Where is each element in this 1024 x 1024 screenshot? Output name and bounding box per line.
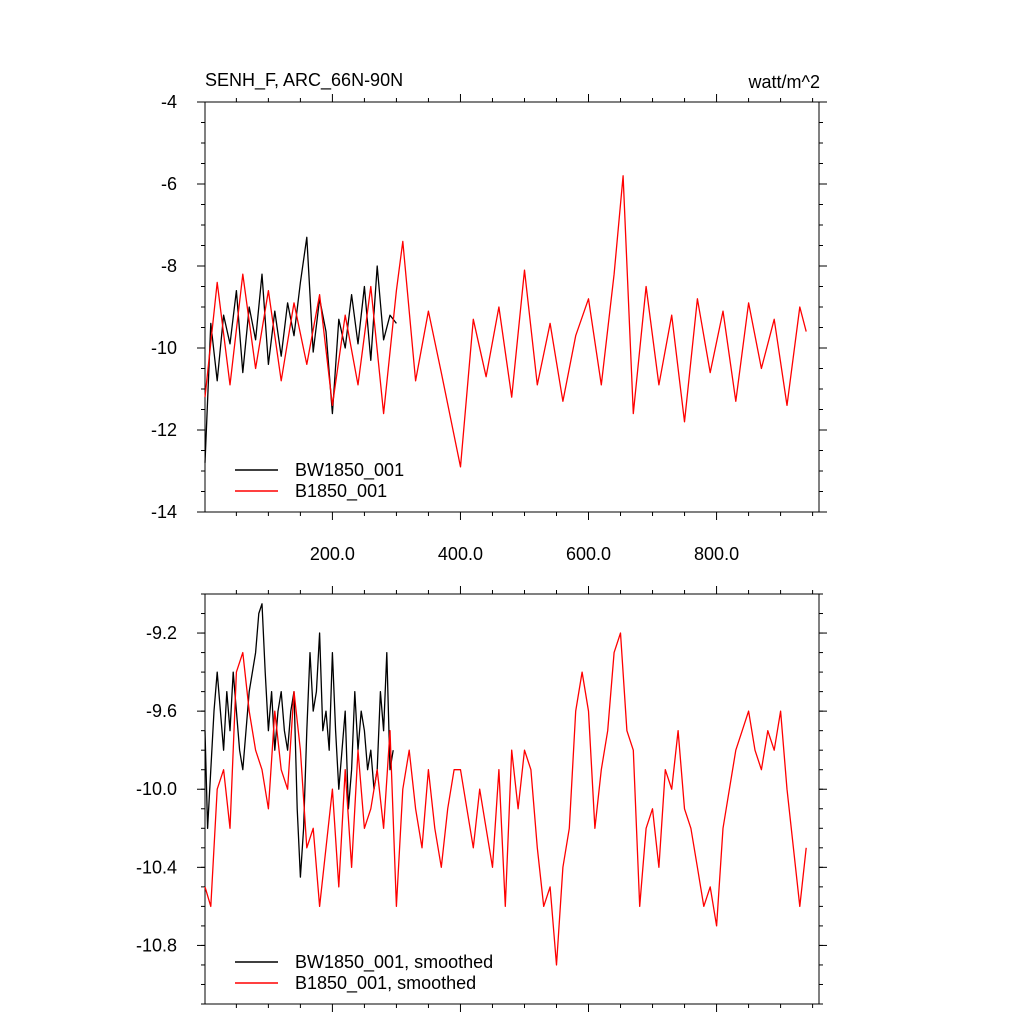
y-tick-label: -4 bbox=[161, 92, 177, 112]
series-lines bbox=[204, 175, 807, 468]
series-line-1 bbox=[204, 632, 807, 966]
y-tick-label: -8 bbox=[161, 256, 177, 276]
units-label: watt/m^2 bbox=[748, 72, 820, 92]
y-tick-label: -12 bbox=[151, 420, 177, 440]
tick-marks bbox=[197, 586, 827, 1012]
x-tick-label: 600.0 bbox=[566, 544, 611, 564]
top-panel: SENH_F, ARC_66N-90N watt/m^2 -4 -6 -8 -10 -1… bbox=[151, 70, 827, 564]
x-tick-labels: 200.0 400.0 600.0 800.0 bbox=[310, 544, 739, 564]
y-tick-labels: -9.2 -9.6 -10.0 -10.4 -10.8 bbox=[136, 623, 177, 955]
legend-label: B1850_001 bbox=[295, 481, 387, 502]
series-line-0 bbox=[204, 603, 394, 878]
y-tick-label: -6 bbox=[161, 174, 177, 194]
legend-label: B1850_001, smoothed bbox=[295, 973, 476, 994]
y-tick-label: -9.6 bbox=[146, 701, 177, 721]
y-tick-label: -10.4 bbox=[136, 857, 177, 877]
tick-marks bbox=[197, 94, 827, 520]
y-tick-label: -14 bbox=[151, 502, 177, 522]
bottom-panel: -9.2 -9.6 -10.0 -10.4 -10.8 BW1850_001, smoo… bbox=[136, 586, 827, 1012]
legend-label: BW1850_001, smoothed bbox=[295, 952, 493, 973]
legend-label: BW1850_001 bbox=[295, 460, 404, 481]
x-tick-label: 800.0 bbox=[694, 544, 739, 564]
x-tick-label: 400.0 bbox=[438, 544, 483, 564]
y-tick-label: -10.8 bbox=[136, 935, 177, 955]
series-line-0 bbox=[204, 236, 397, 463]
y-tick-label: -9.2 bbox=[146, 623, 177, 643]
y-tick-label: -10 bbox=[151, 338, 177, 358]
plot-frame bbox=[204, 593, 820, 1005]
y-tick-label: -10.0 bbox=[136, 779, 177, 799]
series-lines bbox=[204, 603, 807, 966]
x-tick-label: 200.0 bbox=[310, 544, 355, 564]
series-line-1 bbox=[204, 175, 807, 468]
chart-title: SENH_F, ARC_66N-90N bbox=[205, 70, 403, 91]
y-tick-labels: -4 -6 -8 -10 -12 -14 bbox=[151, 92, 177, 522]
